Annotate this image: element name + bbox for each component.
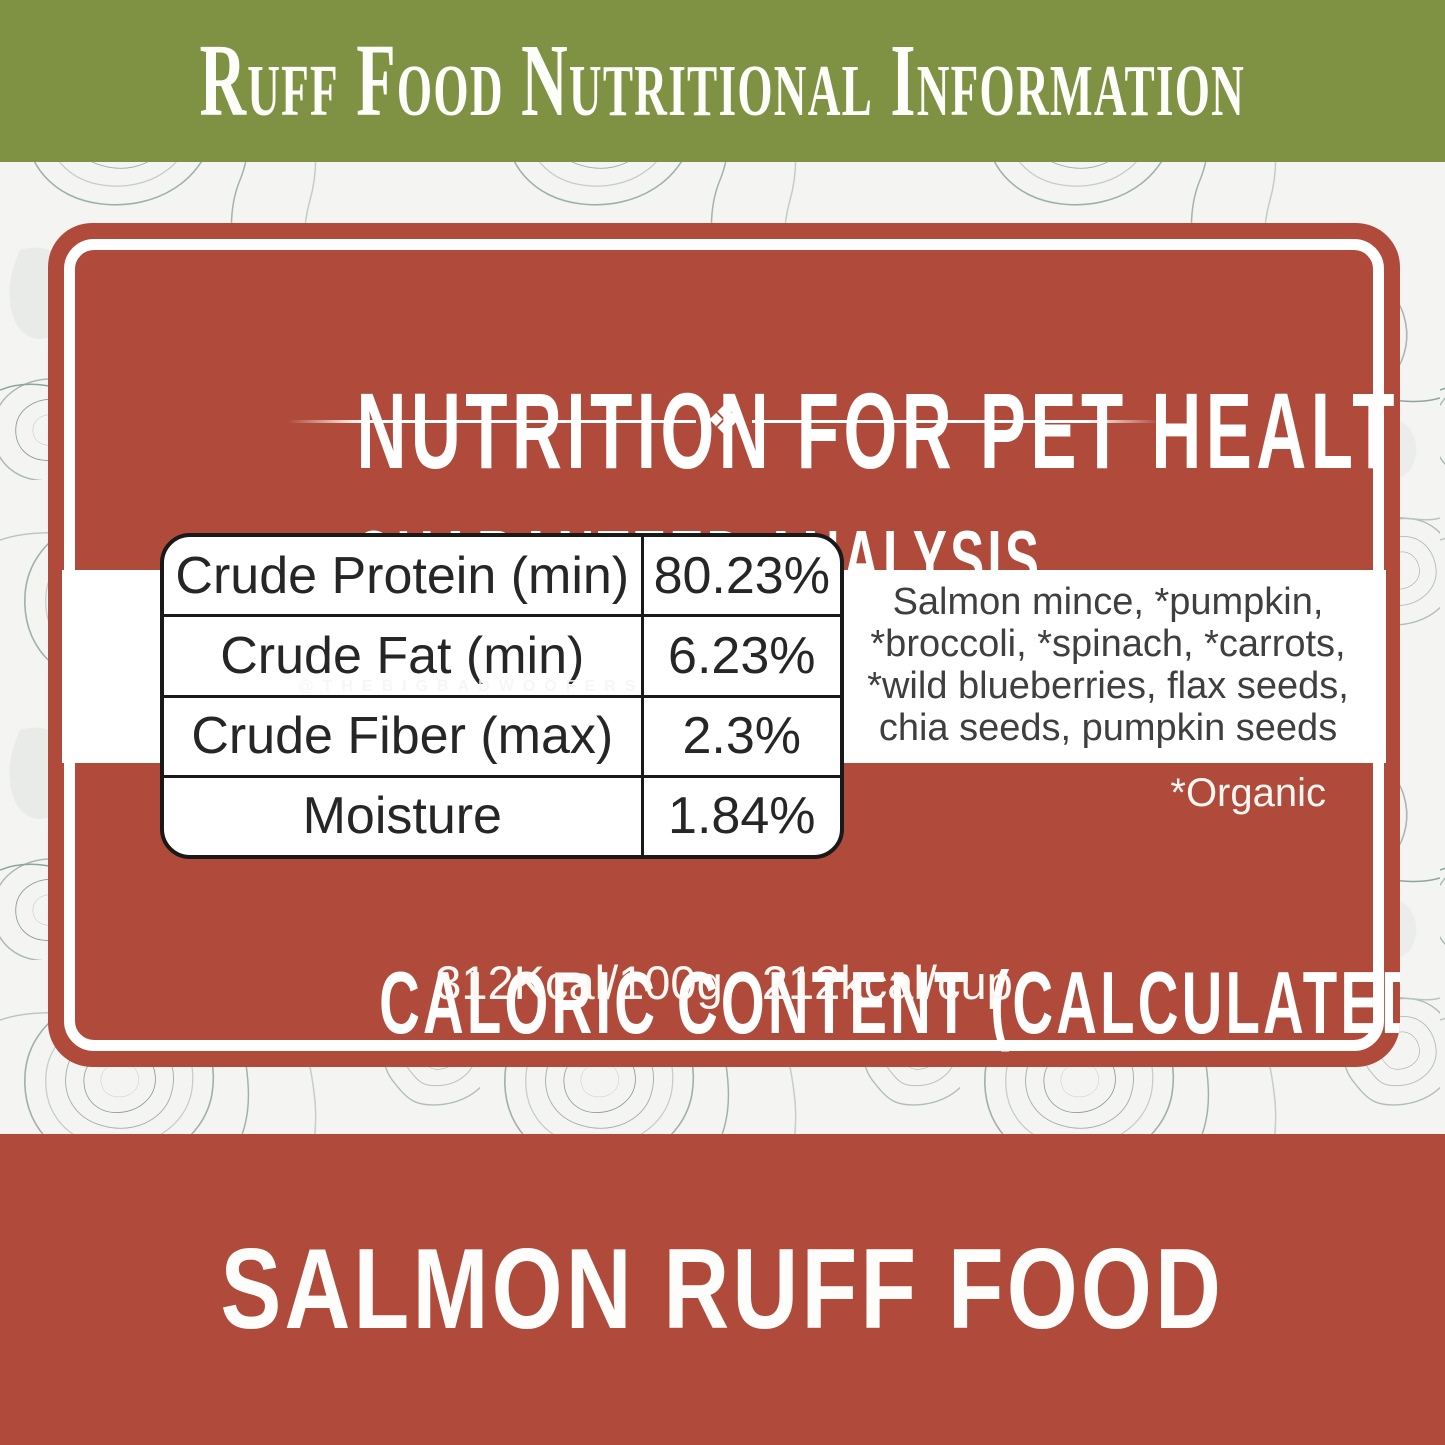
divider-line-left: [288, 419, 697, 423]
bottom-banner: SALMON RUFF FOOD: [0, 1134, 1445, 1445]
table-row: Crude Fat (min) 6.23%: [164, 614, 840, 695]
row-label: Moisture: [302, 787, 502, 846]
caloric-content-heading: CALORIC CONTENT (CALCULATED ME): [379, 953, 1400, 1052]
card-title: NUTRITION FOR PET HEALTH: [356, 369, 1400, 491]
ingredients-text: Salmon mince, *pumpkin, *broccoli, *spin…: [838, 581, 1378, 749]
ingredients-line: Salmon mince, *pumpkin,: [892, 581, 1324, 623]
row-label: Crude Fat (min): [220, 626, 585, 685]
ingredients-line: *wild blueberries, flax seeds,: [867, 665, 1349, 707]
table-row: Crude Protein (min) 80.23%: [164, 537, 840, 615]
organic-note: *Organic: [1170, 771, 1326, 815]
ingredients-line: *broccoli, *spinach, *carrots,: [870, 623, 1346, 665]
table-row: Crude Fiber (max) 2.3%: [164, 694, 840, 775]
ingredients-heading: INGREDIENTS: [956, 556, 1342, 645]
row-value: 2.3%: [640, 697, 840, 775]
watermark: @THEBIGBADWOOFERS: [298, 678, 645, 695]
product-name: SALMON RUFF FOOD: [220, 1225, 1225, 1353]
table-row: Moisture 1.84%: [164, 774, 840, 855]
caloric-values: 312Kcal/100g, 212kcal/cup: [435, 956, 1013, 1009]
banner-title: Ruff Food Nutritional Information: [199, 23, 1246, 138]
row-label: Crude Protein (min): [175, 546, 630, 605]
ingredients-line: chia seeds, pumpkin seeds: [878, 707, 1338, 749]
diamond-ornament-icon: ❖: [706, 398, 742, 444]
ornament-divider: ❖: [288, 398, 1161, 444]
row-value: 1.84%: [640, 777, 840, 855]
analysis-table: Crude Protein (min) 80.23% Crude Fat (mi…: [160, 533, 844, 859]
top-banner: Ruff Food Nutritional Information: [0, 0, 1445, 162]
nutrition-card: NUTRITION FOR PET HEALTH ❖ GUARANTEED AN…: [48, 223, 1400, 1067]
row-label: Crude Fiber (max): [191, 707, 614, 766]
divider-line-right: [751, 419, 1161, 423]
row-value: 80.23%: [640, 537, 840, 615]
row-value: 6.23%: [640, 617, 840, 695]
